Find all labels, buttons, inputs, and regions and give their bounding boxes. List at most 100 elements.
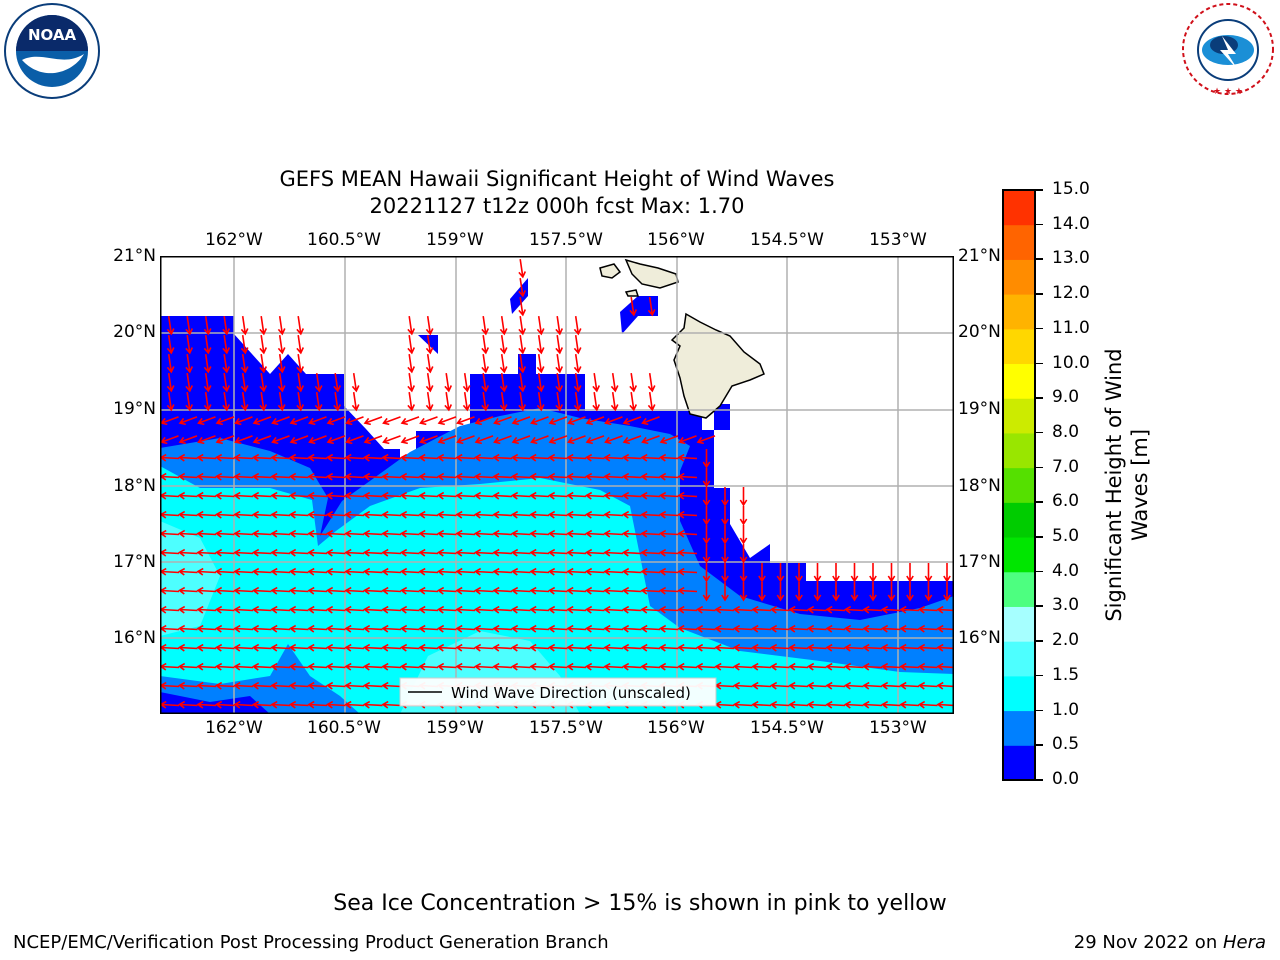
wind-wave-arrow	[481, 334, 490, 355]
wind-wave-arrow	[400, 416, 420, 426]
wind-wave-arrow	[407, 391, 416, 412]
wind-wave-arrow	[270, 681, 291, 690]
wind-wave-arrow	[270, 548, 291, 557]
wind-wave-arrow	[344, 472, 365, 481]
wind-wave-arrow	[640, 605, 661, 614]
wind-wave-arrow	[215, 567, 235, 576]
wind-wave-arrow	[215, 472, 235, 481]
wind-wave-arrow	[381, 624, 402, 633]
wind-wave-arrow	[178, 435, 198, 445]
nws-logo-icon: ★ ★ ★	[1182, 3, 1274, 97]
colorbar-band	[1003, 398, 1035, 434]
wind-wave-arrow	[351, 391, 360, 412]
lon-label-top: 153°W	[869, 230, 927, 250]
wind-wave-arrow	[400, 643, 420, 652]
lon-label-bottom: 157.5°W	[529, 718, 603, 738]
colorbar-tick-label: 11.0	[1052, 317, 1090, 338]
wind-wave-arrow	[776, 582, 785, 602]
wind-wave-arrow	[499, 372, 508, 393]
wind-wave-arrow	[307, 453, 328, 462]
wind-wave-arrow	[455, 529, 476, 538]
wind-wave-arrow	[622, 586, 642, 595]
wind-wave-arrow	[289, 529, 309, 538]
wind-wave-arrow	[844, 624, 864, 633]
wind-wave-arrow	[622, 662, 642, 671]
wind-wave-arrow	[289, 435, 309, 445]
wind-wave-arrow	[418, 491, 439, 500]
wind-wave-arrow	[492, 453, 513, 462]
wind-wave-arrow	[363, 567, 383, 576]
lon-label-top: 157.5°W	[529, 230, 603, 250]
wind-wave-arrow	[573, 334, 582, 355]
wind-wave-arrow	[511, 662, 531, 671]
colorbar-band	[1003, 710, 1035, 746]
colorbar-tick-mark	[1036, 744, 1043, 746]
wind-wave-arrow	[825, 681, 846, 690]
wind-wave-arrow	[363, 472, 383, 481]
wind-wave-arrow	[185, 353, 194, 374]
wind-wave-arrow	[659, 472, 679, 481]
wind-wave-arrow	[739, 563, 748, 583]
wind-wave-arrow	[400, 453, 420, 462]
colorbar-band	[1003, 363, 1035, 399]
wind-wave-arrow	[881, 681, 901, 690]
wind-wave-arrow	[603, 567, 624, 576]
wind-wave-arrow	[832, 563, 840, 583]
island-oahu	[624, 258, 679, 289]
lat-label-left: 16°N	[113, 628, 156, 648]
wind-wave-arrow	[641, 435, 660, 445]
wind-wave-arrow	[307, 548, 328, 557]
wind-wave-arrow	[196, 453, 217, 462]
wind-wave-arrow	[795, 563, 803, 583]
wind-wave-arrow	[363, 491, 383, 500]
lat-label-right: 19°N	[958, 399, 1001, 419]
colorbar-tick-label: 7.0	[1052, 456, 1080, 477]
wind-wave-arrow	[215, 605, 235, 614]
wind-wave-arrow	[603, 491, 624, 500]
wind-wave-arrow	[721, 525, 729, 545]
lon-label-top: 159°W	[426, 230, 484, 250]
wind-wave-arrow	[289, 472, 309, 481]
wind-wave-arrow	[215, 416, 235, 426]
wind-wave-arrow	[659, 567, 679, 576]
wind-wave-arrow	[548, 662, 568, 671]
wind-wave-arrow	[381, 491, 402, 500]
colorbar-band	[1003, 224, 1035, 260]
wind-wave-arrow	[647, 372, 656, 393]
wind-wave-arrow	[770, 624, 790, 633]
wind-wave-arrow	[677, 624, 698, 633]
wind-wave-arrow	[474, 662, 494, 671]
wind-wave-arrow	[640, 624, 661, 633]
wind-wave-arrow	[555, 353, 564, 374]
wind-wave-arrow	[233, 472, 254, 481]
lon-label-bottom: 159°W	[426, 718, 484, 738]
wind-wave-arrow	[344, 510, 365, 519]
wind-wave-arrow	[333, 391, 342, 412]
colorbar-tick-label: 12.0	[1052, 283, 1090, 304]
wind-wave-arrow	[333, 372, 342, 393]
wind-wave-arrow	[899, 681, 920, 690]
wind-wave-arrow	[573, 353, 582, 374]
wind-wave-arrow	[215, 662, 235, 671]
wind-wave-arrow	[807, 624, 827, 633]
wind-wave-arrow	[196, 643, 217, 652]
wind-wave-arrow	[240, 334, 249, 355]
wind-wave-arrow	[869, 582, 877, 602]
wind-wave-arrow	[825, 700, 846, 709]
wind-wave-arrow	[196, 586, 217, 595]
wind-wave-arrow	[270, 453, 291, 462]
wind-wave-arrow	[566, 643, 587, 652]
wind-wave-arrow	[203, 353, 212, 374]
wind-wave-arrow	[566, 491, 587, 500]
wind-wave-arrow	[492, 567, 513, 576]
wind-wave-arrow	[307, 643, 328, 652]
wind-wave-arrow	[788, 681, 809, 690]
wind-wave-arrow	[585, 510, 605, 519]
wind-wave-arrow	[493, 416, 512, 426]
wind-wave-arrow	[604, 416, 623, 426]
wind-wave-arrow	[869, 563, 877, 583]
wind-wave-arrow	[585, 643, 605, 652]
noaa-logo: NOAA	[2, 2, 102, 100]
wind-wave-arrow	[215, 453, 235, 462]
wind-wave-arrow	[289, 453, 309, 462]
